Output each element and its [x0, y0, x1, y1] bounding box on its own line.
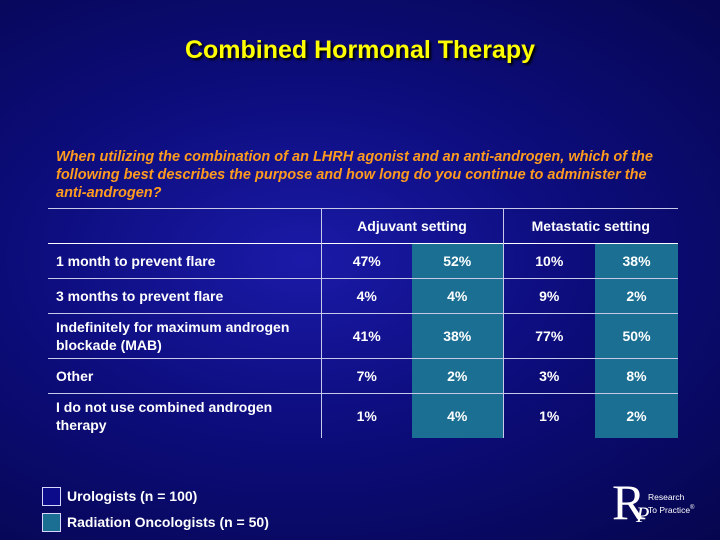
radonc-adjuvant-value: 2% [412, 358, 504, 394]
legend-swatch-radiation-oncologists [42, 513, 61, 532]
urologists-metastatic-value: 9% [502, 278, 596, 314]
row-label: Other [48, 358, 321, 394]
logo-letter-r: R [612, 474, 646, 530]
table-row: Other 7% 2% 3% 8% [48, 358, 679, 394]
logo-letter-p: P [636, 502, 650, 527]
logo-mark: ® [690, 505, 695, 511]
header-blank-cell [48, 208, 321, 244]
legend-label-radiation-oncologists: Radiation Oncologists (n = 50) [67, 514, 269, 530]
results-table: Adjuvant setting Metastatic setting 1 mo… [48, 208, 679, 438]
radonc-adjuvant-value: 4% [412, 393, 504, 438]
row-label: 3 months to prevent flare [48, 278, 321, 314]
research-to-practice-logo: R P Research To Practice® [612, 474, 716, 534]
table-row: 1 month to prevent flare 47% 52% 10% 38% [48, 243, 679, 279]
table-header-row: Adjuvant setting Metastatic setting [48, 208, 679, 244]
table-row: Indefinitely for maximum androgen blocka… [48, 313, 679, 359]
urologists-metastatic-value: 77% [502, 313, 596, 359]
row-label: Indefinitely for maximum androgen blocka… [48, 313, 321, 359]
radonc-adjuvant-value: 38% [412, 313, 504, 359]
urologists-adjuvant-value: 1% [320, 393, 412, 438]
radonc-adjuvant-value: 52% [412, 243, 504, 279]
urologists-metastatic-value: 3% [502, 358, 596, 394]
radonc-metastatic-value: 50% [595, 313, 679, 359]
table-row: I do not use combined androgen therapy 1… [48, 393, 679, 438]
survey-question: When utilizing the combination of an LHR… [56, 149, 653, 201]
logo-line1: Research [648, 492, 685, 502]
logo-line2: To Practice [648, 504, 691, 515]
urologists-adjuvant-value: 7% [320, 358, 412, 394]
urologists-metastatic-value: 10% [502, 243, 596, 279]
legend-swatch-urologists [42, 487, 61, 506]
radonc-adjuvant-value: 4% [412, 278, 504, 314]
urologists-adjuvant-value: 4% [320, 278, 412, 314]
urologists-adjuvant-value: 41% [320, 313, 412, 359]
radonc-metastatic-value: 8% [595, 358, 679, 394]
logo-text: Research To Practice® [648, 492, 694, 516]
header-metastatic: Metastatic setting [502, 208, 679, 244]
row-label: I do not use combined androgen therapy [48, 393, 321, 438]
header-adjuvant: Adjuvant setting [320, 208, 504, 244]
urologists-metastatic-value: 1% [502, 393, 596, 438]
row-label: 1 month to prevent flare [48, 243, 321, 279]
radonc-metastatic-value: 2% [595, 393, 679, 438]
radonc-metastatic-value: 2% [595, 278, 679, 314]
urologists-adjuvant-value: 47% [320, 243, 412, 279]
slide-title: Combined Hormonal Therapy [184, 36, 536, 64]
table-row: 3 months to prevent flare 4% 4% 9% 2% [48, 278, 679, 314]
radonc-metastatic-value: 38% [595, 243, 679, 279]
legend-label-urologists: Urologists (n = 100) [67, 488, 198, 504]
